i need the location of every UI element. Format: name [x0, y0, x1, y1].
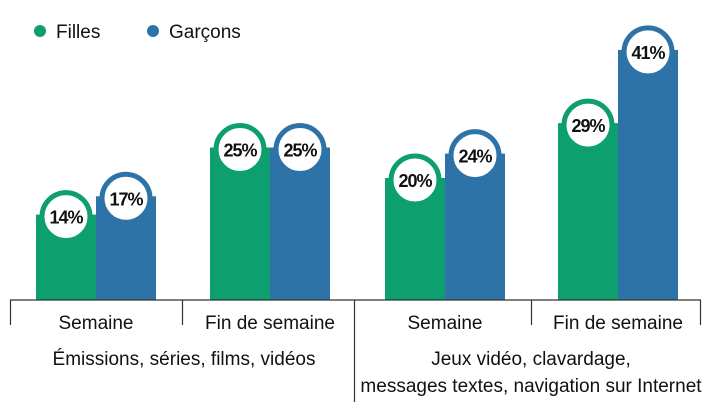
value-bubble-filles-1 — [213, 123, 267, 176]
legend-marker-filles — [34, 25, 46, 37]
value-bubble-filles-2 — [388, 153, 442, 207]
category-label-2: Semaine — [408, 313, 483, 334]
value-label-garcons-0: 17% — [109, 189, 143, 209]
value-label-filles-2: 20% — [398, 171, 432, 191]
group-label-1-line-0: Jeux vidéo, clavardage, — [431, 349, 631, 370]
value-bubble-filles-3 — [561, 98, 615, 152]
value-bubble-garcons-0 — [99, 171, 153, 225]
value-bubble-garcons-3 — [621, 25, 675, 79]
value-label-filles-1: 25% — [223, 141, 257, 161]
legend-label-filles: Filles — [56, 22, 100, 43]
bar-filles-3 — [558, 123, 618, 300]
category-label-3: Fin de semaine — [553, 313, 683, 334]
value-label-filles-0: 14% — [49, 208, 83, 228]
legend-marker-garcons — [147, 25, 159, 37]
category-label-1: Fin de semaine — [205, 313, 335, 334]
value-label-garcons-3: 41% — [631, 43, 665, 63]
value-label-garcons-1: 25% — [283, 141, 317, 161]
value-label-filles-3: 29% — [571, 116, 605, 136]
legend-label-garcons: Garçons — [169, 22, 241, 43]
value-bubble-filles-0 — [39, 190, 93, 244]
category-label-0: Semaine — [59, 313, 134, 334]
group-label-0-line-0: Émissions, séries, films, vidéos — [53, 349, 316, 370]
group-label-1-line-1: messages textes, navigation sur Internet — [360, 376, 702, 397]
value-label-garcons-2: 24% — [458, 147, 492, 167]
value-bubble-garcons-1 — [273, 123, 327, 176]
value-bubble-garcons-2 — [448, 129, 502, 183]
bar-garcons-3 — [618, 49, 678, 301]
